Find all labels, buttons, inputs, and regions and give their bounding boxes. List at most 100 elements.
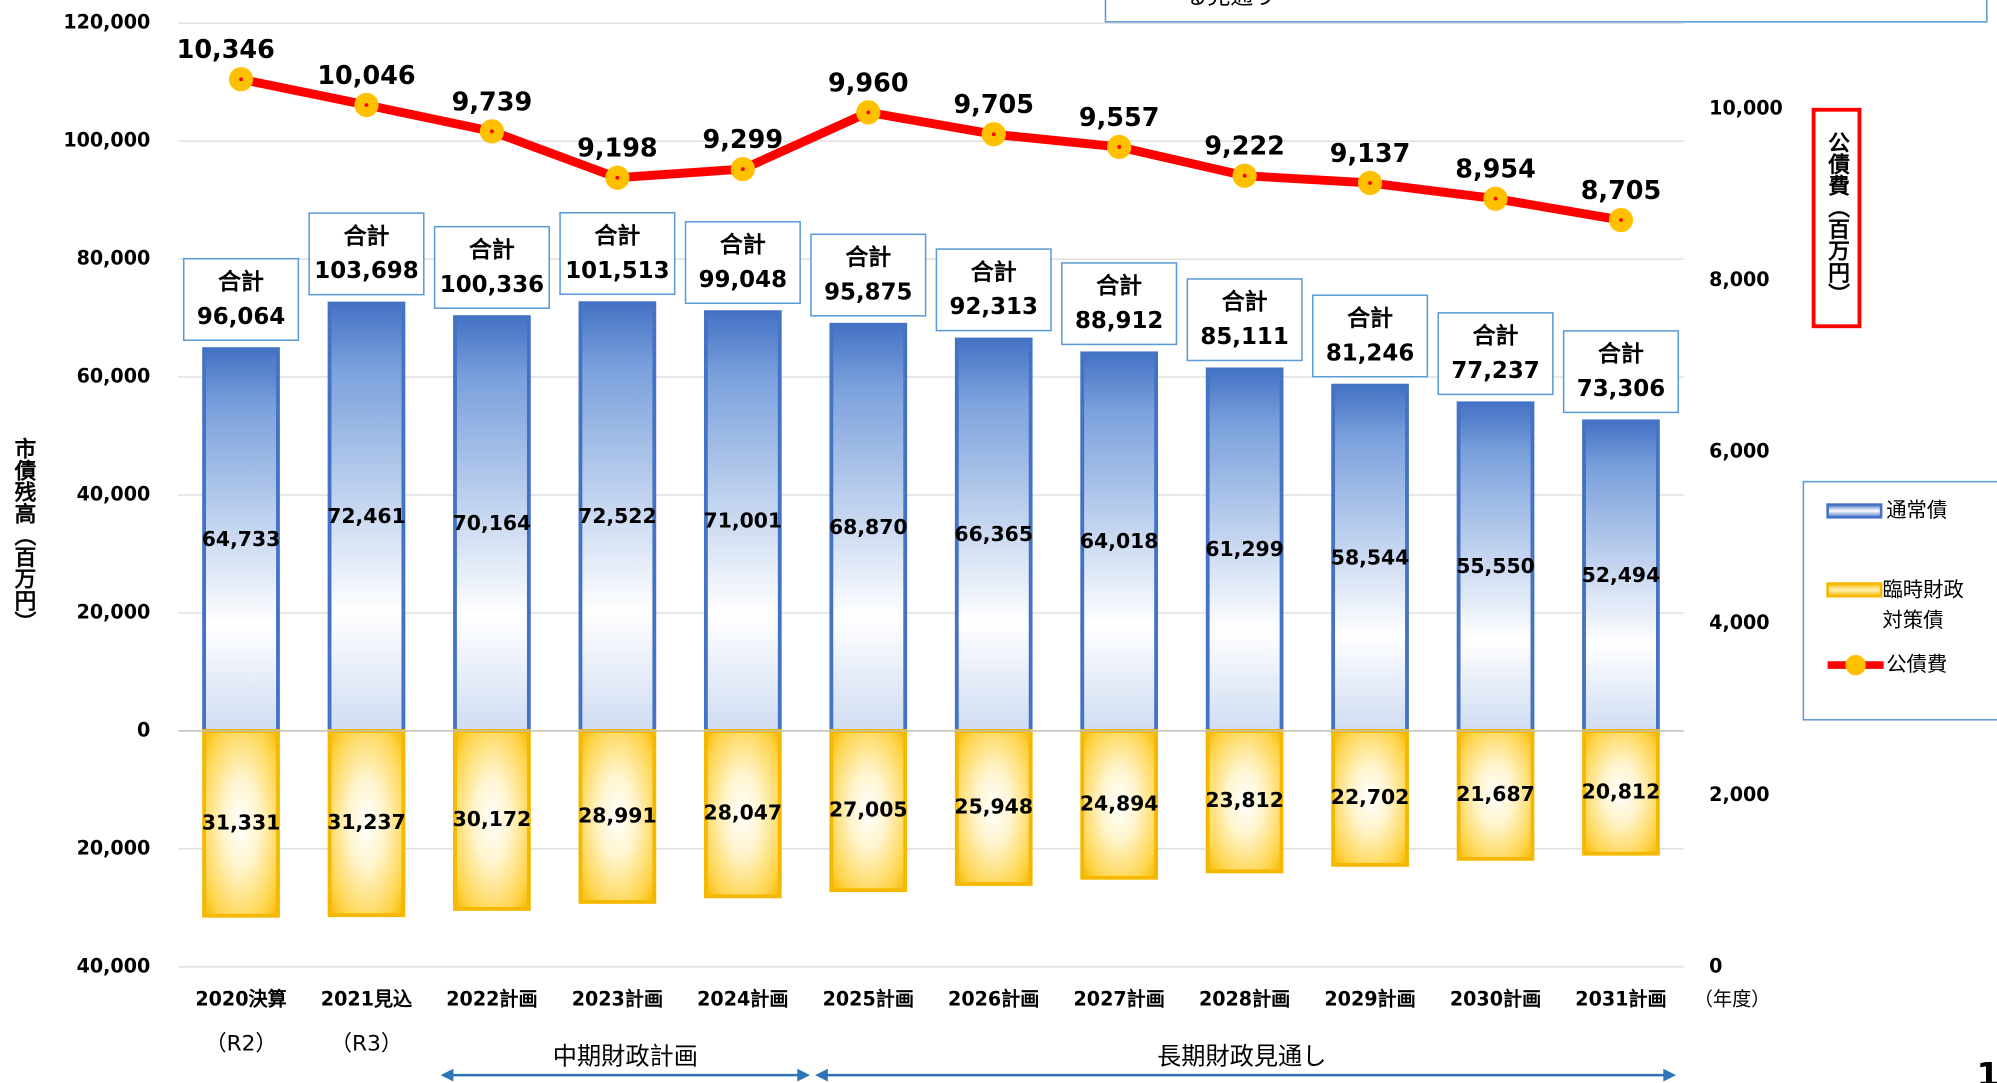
legend-marker (1845, 654, 1866, 676)
total-value: 81,246 (1326, 340, 1414, 366)
y2-tick-label: 6,000 (1709, 440, 1769, 463)
x-tick-label: 2027計画 (1074, 987, 1165, 1010)
category-note: （R2） (205, 1032, 277, 1057)
total-box (182, 257, 300, 341)
bar (1205, 729, 1284, 874)
total-value: 99,048 (699, 267, 787, 293)
marker-dot (991, 132, 996, 137)
total-title: 合計 (1222, 289, 1268, 316)
total-title: 合計 (1598, 341, 1644, 368)
y-tick-label: 80,000 (77, 247, 151, 270)
line-value-label: 9,299 (703, 125, 784, 155)
line-value-label: 9,739 (452, 87, 533, 117)
x-tick-label: 2029計画 (1324, 987, 1415, 1010)
marker-dot (740, 167, 745, 171)
bar (1205, 367, 1284, 733)
y2-tick-label: 0 (1709, 954, 1722, 977)
x-tick-label: 2021見込 (321, 987, 412, 1010)
bar-value-label: 28,991 (578, 803, 657, 827)
x-tick-label: 2030計画 (1450, 987, 1541, 1010)
total-title: 合計 (720, 231, 766, 258)
bar (453, 315, 531, 733)
total-title: 合計 (845, 244, 891, 271)
bar-value-label: 52,494 (1582, 563, 1661, 587)
bar-value-label: 68,870 (829, 515, 908, 539)
y-tick-label: 20,000 (77, 836, 151, 859)
bar (829, 729, 908, 893)
legend-swatch (1826, 503, 1883, 519)
total-title: 合計 (971, 259, 1017, 286)
bar-value-label: 23,812 (1205, 788, 1284, 812)
x-unit: （年度） (1694, 987, 1770, 1010)
page-number: 1 (1977, 1055, 1997, 1083)
total-box (1562, 330, 1680, 414)
total-value: 85,111 (1200, 324, 1288, 350)
bar-value-label: 21,687 (1456, 782, 1535, 806)
category-note: （R3） (330, 1032, 402, 1057)
bar-value-label: 28,047 (704, 801, 783, 825)
total-box (433, 225, 551, 309)
total-box (559, 211, 676, 296)
bar-value-label: 31,237 (327, 810, 406, 834)
total-value: 103,698 (314, 258, 418, 284)
bar-value-label: 27,005 (829, 798, 908, 822)
bar (578, 729, 657, 904)
legend-label: 公債費 (1886, 652, 1947, 676)
marker-dot (1619, 218, 1623, 222)
marker-dot (364, 103, 369, 107)
bar-value-label: 25,948 (954, 794, 1033, 818)
line-value-label: 9,137 (1330, 139, 1411, 169)
bar (829, 322, 908, 733)
bar-value-label: 24,894 (1080, 791, 1159, 815)
line-value-label: 8,705 (1581, 176, 1662, 206)
bar-value-label: 22,702 (1331, 785, 1410, 809)
x-tick-label: 2020決算 (195, 987, 286, 1010)
total-box (684, 220, 801, 305)
y2-tick-label: 8,000 (1709, 268, 1769, 291)
x-tick-label: 2024計画 (697, 987, 788, 1010)
legend-label: 臨時財政対策債 (1882, 577, 1964, 632)
line-value-label: 9,705 (953, 90, 1034, 120)
line-value-label: 8,954 (1455, 155, 1536, 185)
bar (327, 301, 406, 733)
total-value: 101,513 (565, 258, 669, 284)
total-box (1186, 278, 1303, 362)
total-title: 合計 (1347, 305, 1393, 332)
bar-value-label: 66,365 (954, 522, 1033, 546)
bar (703, 310, 782, 733)
period-label: 長期財政見通し (1157, 1042, 1326, 1070)
x-tick-label: 2028計画 (1199, 987, 1290, 1010)
y2-tick-label: 4,000 (1709, 611, 1769, 634)
total-title: 合計 (218, 268, 264, 295)
bar (202, 729, 280, 918)
total-value: 73,306 (1577, 376, 1665, 402)
bar (1456, 401, 1535, 733)
y-axis-title: 市債残高（百万円） (11, 437, 37, 633)
marker-dot (1117, 145, 1122, 149)
bar (1456, 729, 1535, 861)
bar-value-label: 31,331 (202, 810, 281, 834)
total-box (935, 248, 1052, 332)
bar-value-label: 20,812 (1582, 779, 1661, 803)
bar (453, 729, 531, 911)
marker-dot (1242, 173, 1247, 178)
total-value: 96,064 (197, 304, 285, 330)
bar-value-label: 30,172 (453, 807, 532, 831)
total-box (810, 233, 927, 317)
total-box (1437, 312, 1554, 396)
line (240, 74, 1622, 225)
note-box (1104, 0, 1988, 23)
marker-dot (1493, 196, 1498, 201)
bar-value-label: 71,001 (704, 509, 783, 533)
bar-value-label: 58,544 (1331, 545, 1410, 569)
legend-swatch (1826, 582, 1883, 598)
bar-value-label: 55,550 (1456, 554, 1535, 578)
bar (1582, 729, 1660, 856)
y2-tick-label: 2,000 (1709, 783, 1769, 806)
x-tick-label: 2031計画 (1575, 987, 1666, 1010)
total-title: 合計 (469, 236, 515, 263)
y-tick-label: 20,000 (77, 600, 151, 623)
total-value: 77,237 (1451, 358, 1539, 384)
total-box (308, 212, 425, 296)
